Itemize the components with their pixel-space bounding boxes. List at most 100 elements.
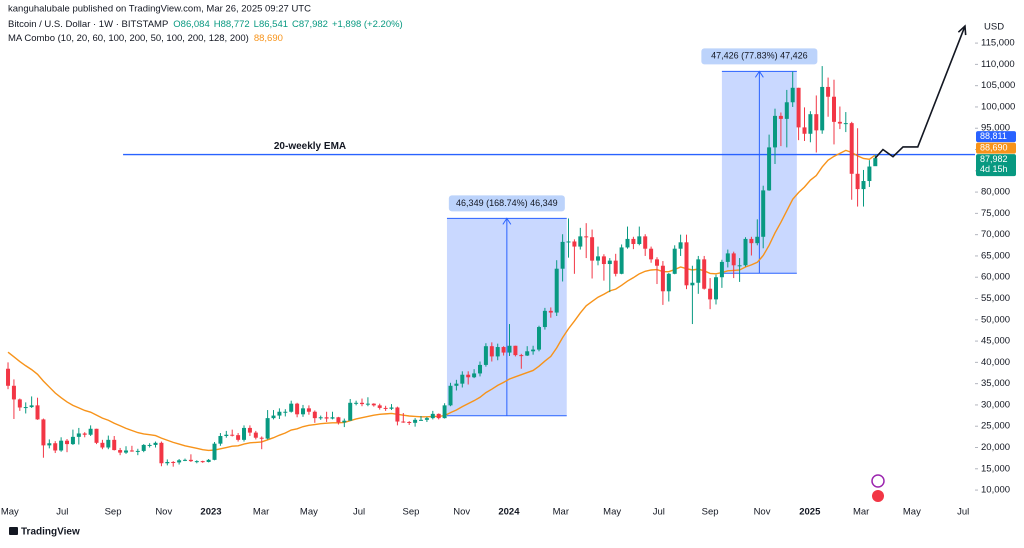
candle-body xyxy=(135,450,140,452)
candle-body xyxy=(259,437,264,439)
candle-body xyxy=(849,123,854,174)
candle-body xyxy=(70,436,75,445)
range-label-bg xyxy=(448,195,565,212)
candle-body xyxy=(719,261,724,278)
candle-body xyxy=(519,355,524,357)
candle-body xyxy=(153,442,158,445)
candle-body xyxy=(554,268,559,313)
y-tick-label: 110,000 xyxy=(981,59,1015,70)
price-tag xyxy=(976,154,1016,177)
x-tick-label: Jul xyxy=(957,507,969,518)
close: C87,982 xyxy=(292,19,328,30)
candle-body xyxy=(224,434,229,437)
candle-body xyxy=(76,433,81,437)
candle-body xyxy=(537,327,542,350)
x-tick-label: Jul xyxy=(653,507,665,518)
candle-body xyxy=(395,407,400,422)
candle-body xyxy=(124,450,129,453)
candle-body xyxy=(666,273,671,292)
candle-body xyxy=(377,405,382,408)
x-tick-label: Sep xyxy=(105,507,122,518)
candle-body xyxy=(507,345,512,353)
candle-body xyxy=(147,444,152,446)
candle-body xyxy=(454,383,459,386)
candle-body xyxy=(820,86,825,131)
ma-name: MA Combo (10, 20, 60, 100, 200, 50, 100,… xyxy=(8,33,249,44)
candle-body xyxy=(165,461,170,464)
candle-body xyxy=(696,259,701,283)
x-tick-label: Sep xyxy=(702,507,719,518)
candle-body xyxy=(837,121,842,124)
candle-body xyxy=(513,345,518,356)
candle-body xyxy=(283,411,288,413)
candle-body xyxy=(873,158,878,167)
price-tag-label: 87,982 xyxy=(980,154,1008,164)
symbol: Bitcoin / U.S. Dollar · 1W · BITSTAMP xyxy=(8,19,168,30)
x-tick-label: Nov xyxy=(453,507,470,518)
candle-body xyxy=(407,421,412,423)
publisher-line: kanguhalubale published on TradingView.c… xyxy=(8,4,311,15)
y-tick-label: 115,000 xyxy=(981,38,1015,49)
candle-body xyxy=(253,432,258,438)
candle-body xyxy=(737,265,742,267)
y-tick-label: 15,000 xyxy=(981,463,1010,474)
range-label: 46,349 (168.74%) 46,349 xyxy=(456,198,558,208)
candle-body xyxy=(542,310,547,328)
x-tick-label: Nov xyxy=(155,507,172,518)
candle-body xyxy=(525,351,530,356)
change: +1,898 (+2.20%) xyxy=(332,19,403,30)
candle-body xyxy=(713,277,718,300)
symbol-legend: Bitcoin / U.S. Dollar · 1W · BITSTAMP O86… xyxy=(8,19,403,30)
candle-body xyxy=(265,418,270,439)
x-tick-label: Jul xyxy=(353,507,365,518)
candle-body xyxy=(6,368,11,386)
candle-body xyxy=(743,238,748,266)
y-tick-label: 35,000 xyxy=(981,378,1010,389)
candle-body xyxy=(749,238,754,244)
projection-head xyxy=(957,24,967,36)
candle-body xyxy=(796,87,801,128)
candle-body xyxy=(218,436,223,444)
candle-body xyxy=(690,282,695,286)
candle-body xyxy=(65,440,70,445)
x-tick-label: Jul xyxy=(56,507,68,518)
candle-body xyxy=(194,461,199,463)
candle-body xyxy=(649,248,654,260)
candle-body xyxy=(29,405,34,408)
candle-body xyxy=(660,265,665,292)
candle-body xyxy=(360,402,365,405)
y-tick-label: 30,000 xyxy=(981,399,1010,410)
x-tick-label: Mar xyxy=(853,507,869,518)
candle-body xyxy=(53,443,58,451)
x-tick-label: May xyxy=(1,507,19,518)
candle-body xyxy=(23,407,28,409)
candle-body xyxy=(354,402,359,404)
candle-body xyxy=(778,115,783,119)
y-tick-label: 10,000 xyxy=(981,485,1010,496)
candle-body xyxy=(100,442,105,448)
candle-body xyxy=(631,238,636,245)
candle-body xyxy=(11,385,16,400)
candle-body xyxy=(306,408,311,412)
candle-body xyxy=(855,173,860,190)
candle-body xyxy=(501,347,506,353)
candle-body xyxy=(200,461,205,463)
x-tick-label: May xyxy=(903,507,921,518)
high: H88,772 xyxy=(214,19,250,30)
candle-body xyxy=(88,428,93,435)
candle-body xyxy=(118,450,123,453)
candle-body xyxy=(655,259,660,266)
candle-body xyxy=(867,166,872,182)
candle-body xyxy=(767,147,772,191)
candle-body xyxy=(607,260,612,265)
plot: 10,000 15,000 20,000 25,000 30,000 35,000 40,0… xyxy=(1,24,1016,518)
candle-body xyxy=(861,181,866,190)
candle-body xyxy=(678,242,683,249)
x-tick-label: 2024 xyxy=(498,507,520,518)
x-tick-label: Mar xyxy=(253,507,269,518)
candle-body xyxy=(371,403,376,406)
candle-body xyxy=(772,115,777,148)
